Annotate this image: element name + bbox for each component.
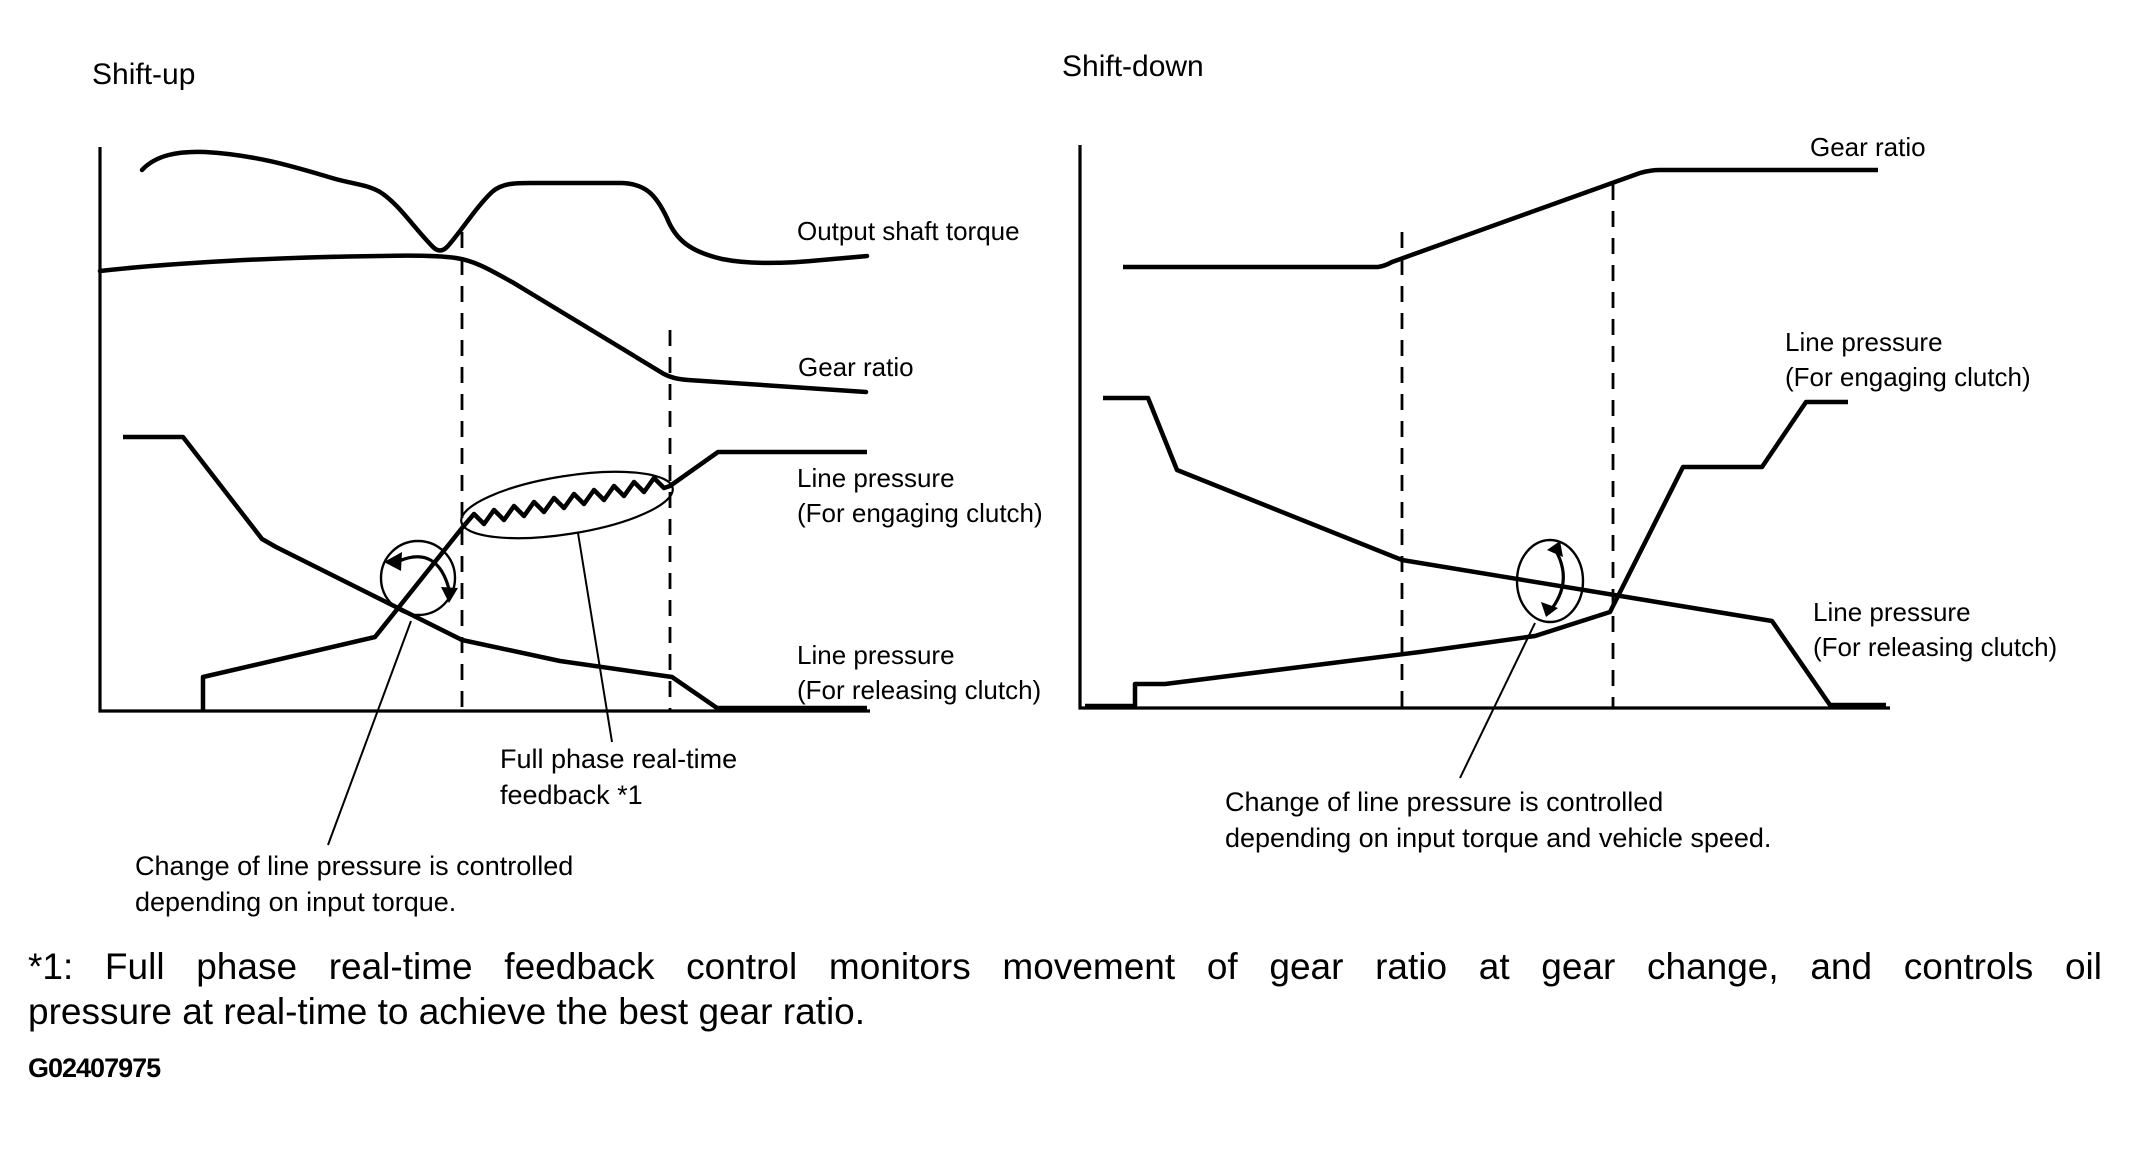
figure-id: G02407975: [28, 1053, 161, 1083]
pressure-adjust-circle-shift-up: [379, 539, 457, 617]
engaging-label-line2: (For engaging clutch): [797, 498, 1043, 528]
engaging-clutch-label-shift-up: Line pressure (For engaging clutch): [797, 461, 1043, 531]
shift-up-chart: [97, 147, 870, 846]
footnote-line2: pressure at real-time to achieve the bes…: [28, 991, 866, 1032]
change-annotation-shift-up: Change of line pressure is controlled de…: [135, 848, 573, 920]
releasing-down-label-line1: Line pressure: [1813, 597, 1971, 627]
change-shift-down-line2: depending on input torque and vehicle sp…: [1225, 823, 1772, 853]
adjust-arrow-arc-shift-up: [398, 555, 451, 590]
engaging-down-label-line2: (For engaging clutch): [1785, 362, 2031, 392]
releasing-down-label-line2: (For releasing clutch): [1813, 632, 2058, 662]
feedback-annotation-line1: Full phase real-time: [500, 744, 738, 774]
change-shift-up-line2: depending on input torque.: [135, 887, 457, 917]
engaging-clutch-label-shift-down: Line pressure (For engaging clutch): [1785, 325, 2031, 395]
gear-ratio-curve-shift-up: [97, 253, 869, 395]
feedback-annotation: Full phase real-time feedback *1: [500, 741, 737, 813]
adjust-arrowhead-down-icon: [441, 587, 458, 603]
pressure-adjust-circle-shift-down: [1515, 538, 1585, 624]
change-leader-line-shift-up: [327, 620, 412, 846]
engaging-clutch-pressure-curve-shift-down: [1085, 399, 1848, 709]
shift-down-chart: [1078, 145, 1890, 779]
gear-ratio-label-shift-down: Gear ratio: [1810, 132, 1926, 162]
releasing-label-line1: Line pressure: [797, 640, 955, 670]
releasing-label-line2: (For releasing clutch): [797, 675, 1042, 705]
adjust-arrowhead-left-icon: [384, 552, 402, 571]
engaging-down-label-line1: Line pressure: [1785, 327, 1943, 357]
gear-ratio-label-shift-up: Gear ratio: [798, 352, 914, 382]
shift-up-title: Shift-up: [92, 58, 196, 91]
feedback-annotation-line2: feedback *1: [500, 780, 643, 810]
releasing-clutch-pressure-curve-shift-up: [123, 434, 867, 711]
feedback-leader-line: [577, 532, 613, 743]
engaging-label-line1: Line pressure: [797, 463, 955, 493]
engaging-clutch-pressure-curve-shift-up: [200, 449, 867, 710]
change-shift-down-line1: Change of line pressure is controlled: [1225, 787, 1664, 817]
gear-ratio-curve-shift-down: [1123, 167, 1878, 270]
releasing-clutch-label-shift-down: Line pressure (For releasing clutch): [1813, 595, 2057, 665]
footnote-line1: *1: Full phase real-time feedback contro…: [28, 946, 2102, 987]
change-shift-up-line1: Change of line pressure is controlled: [135, 851, 574, 881]
output-shaft-torque-curve: [139, 149, 870, 266]
change-leader-line-shift-down: [1459, 622, 1536, 779]
releasing-clutch-label-shift-up: Line pressure (For releasing clutch): [797, 638, 1041, 708]
shift-up-axes: [98, 147, 870, 713]
adjust-arrowhead-down-icon-2: [1541, 602, 1558, 617]
shift-down-title: Shift-down: [1062, 50, 1204, 83]
output-shaft-torque-label: Output shaft torque: [797, 216, 1020, 246]
feedback-highlight-ellipse: [460, 470, 674, 540]
change-annotation-shift-down: Change of line pressure is controlled de…: [1225, 784, 1771, 856]
shift-down-axes: [1078, 145, 1890, 710]
adjust-arrow-arc-shift-down: [1551, 550, 1565, 608]
footnote: *1: Full phase real-time feedback contro…: [28, 944, 2102, 1034]
adjust-arrowhead-up-icon: [1547, 541, 1563, 557]
releasing-clutch-pressure-curve-shift-down: [1103, 395, 1886, 708]
